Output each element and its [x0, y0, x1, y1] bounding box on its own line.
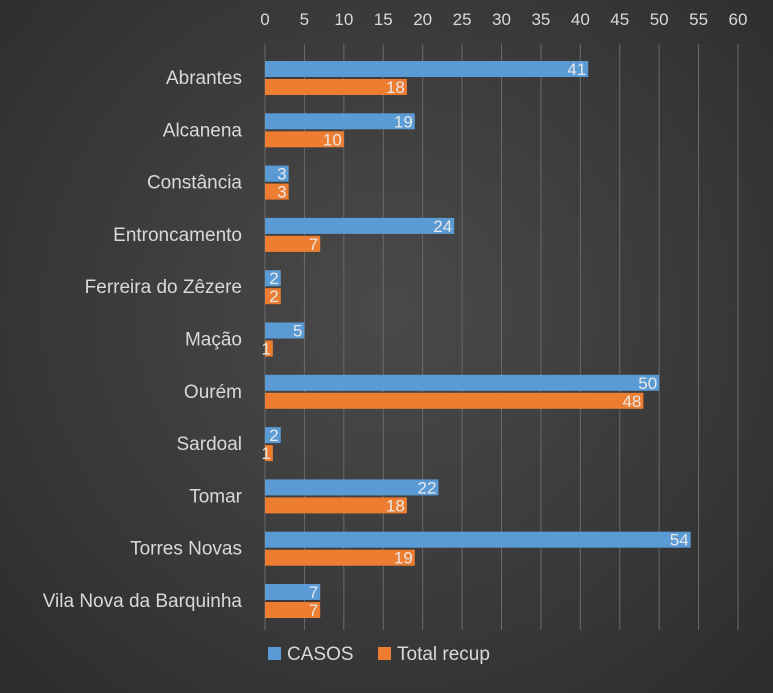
x-tick-label: 20 [413, 10, 432, 29]
data-label: 48 [622, 392, 641, 411]
category-label: Abrantes [166, 68, 242, 89]
x-tick-label: 5 [300, 10, 309, 29]
bar [265, 165, 289, 182]
data-label: 2 [269, 287, 278, 306]
x-tick-label: 30 [492, 10, 511, 29]
bar [265, 113, 415, 130]
x-tick-label: 45 [610, 10, 629, 29]
bar [265, 270, 281, 287]
category-label: Constância [147, 173, 242, 194]
bar [265, 79, 407, 95]
bar [265, 288, 281, 305]
data-label: 19 [394, 549, 413, 568]
bar [265, 183, 289, 200]
data-label: 3 [277, 165, 286, 184]
data-label: 7 [309, 583, 318, 602]
category-label: Ferreira do Zêzere [85, 277, 242, 298]
bar [265, 217, 455, 234]
category-label: Tomar [189, 486, 242, 507]
data-label: 18 [386, 78, 405, 97]
category-label: Mação [185, 330, 242, 351]
data-label: 41 [567, 60, 586, 79]
category-label: Alcanena [163, 120, 243, 141]
data-label: 50 [638, 374, 657, 393]
bar [265, 549, 415, 566]
bar [265, 322, 305, 339]
category-labels: Abrantes Alcanena Constância Entroncamento F… [43, 68, 243, 612]
bar [265, 392, 644, 409]
data-label: 54 [670, 531, 689, 550]
bar [265, 235, 321, 252]
x-tick-label: 10 [334, 10, 353, 29]
x-tick-label: 15 [374, 10, 393, 29]
data-label: 18 [386, 496, 405, 515]
category-label: Sardoal [177, 434, 243, 455]
data-label: 19 [394, 112, 413, 131]
data-label: 7 [309, 601, 318, 620]
bar [265, 340, 273, 357]
data-label: 2 [269, 426, 278, 445]
legend-swatch [268, 647, 281, 660]
bar [265, 584, 321, 600]
x-tick-label: 35 [531, 10, 550, 29]
x-tick-label: 40 [571, 10, 590, 29]
data-label: 10 [323, 130, 342, 149]
bar [265, 374, 660, 391]
category-label: Torres Novas [130, 539, 242, 560]
legend-swatch [378, 647, 391, 660]
data-label: 22 [418, 478, 437, 497]
legend-label: Total recup [397, 644, 490, 665]
category-label: Entroncamento [113, 225, 242, 246]
data-label: 24 [433, 217, 452, 236]
bar [265, 531, 691, 548]
bar [265, 131, 344, 148]
x-axis-ticks: 0 5 10 15 20 25 30 35 40 45 50 55 60 [260, 10, 747, 29]
data-label: 7 [309, 235, 318, 254]
category-label: Ourém [184, 382, 242, 403]
bar [265, 445, 273, 462]
x-tick-label: 60 [729, 10, 748, 29]
x-tick-label: 0 [260, 10, 269, 29]
x-tick-label: 55 [689, 10, 708, 29]
data-label: 1 [261, 444, 270, 463]
bar [265, 61, 589, 77]
bar [265, 602, 321, 618]
bar [265, 479, 439, 496]
data-label: 5 [293, 322, 302, 341]
category-label: Vila Nova da Barquinha [43, 591, 243, 612]
legend: CASOS Total recup [268, 644, 490, 665]
legend-label: CASOS [287, 644, 354, 665]
bar [265, 427, 281, 444]
data-label: 1 [261, 340, 270, 359]
bar [265, 497, 407, 514]
data-label: 2 [269, 269, 278, 288]
data-label: 3 [277, 183, 286, 202]
x-tick-label: 50 [650, 10, 669, 29]
x-tick-label: 25 [453, 10, 472, 29]
